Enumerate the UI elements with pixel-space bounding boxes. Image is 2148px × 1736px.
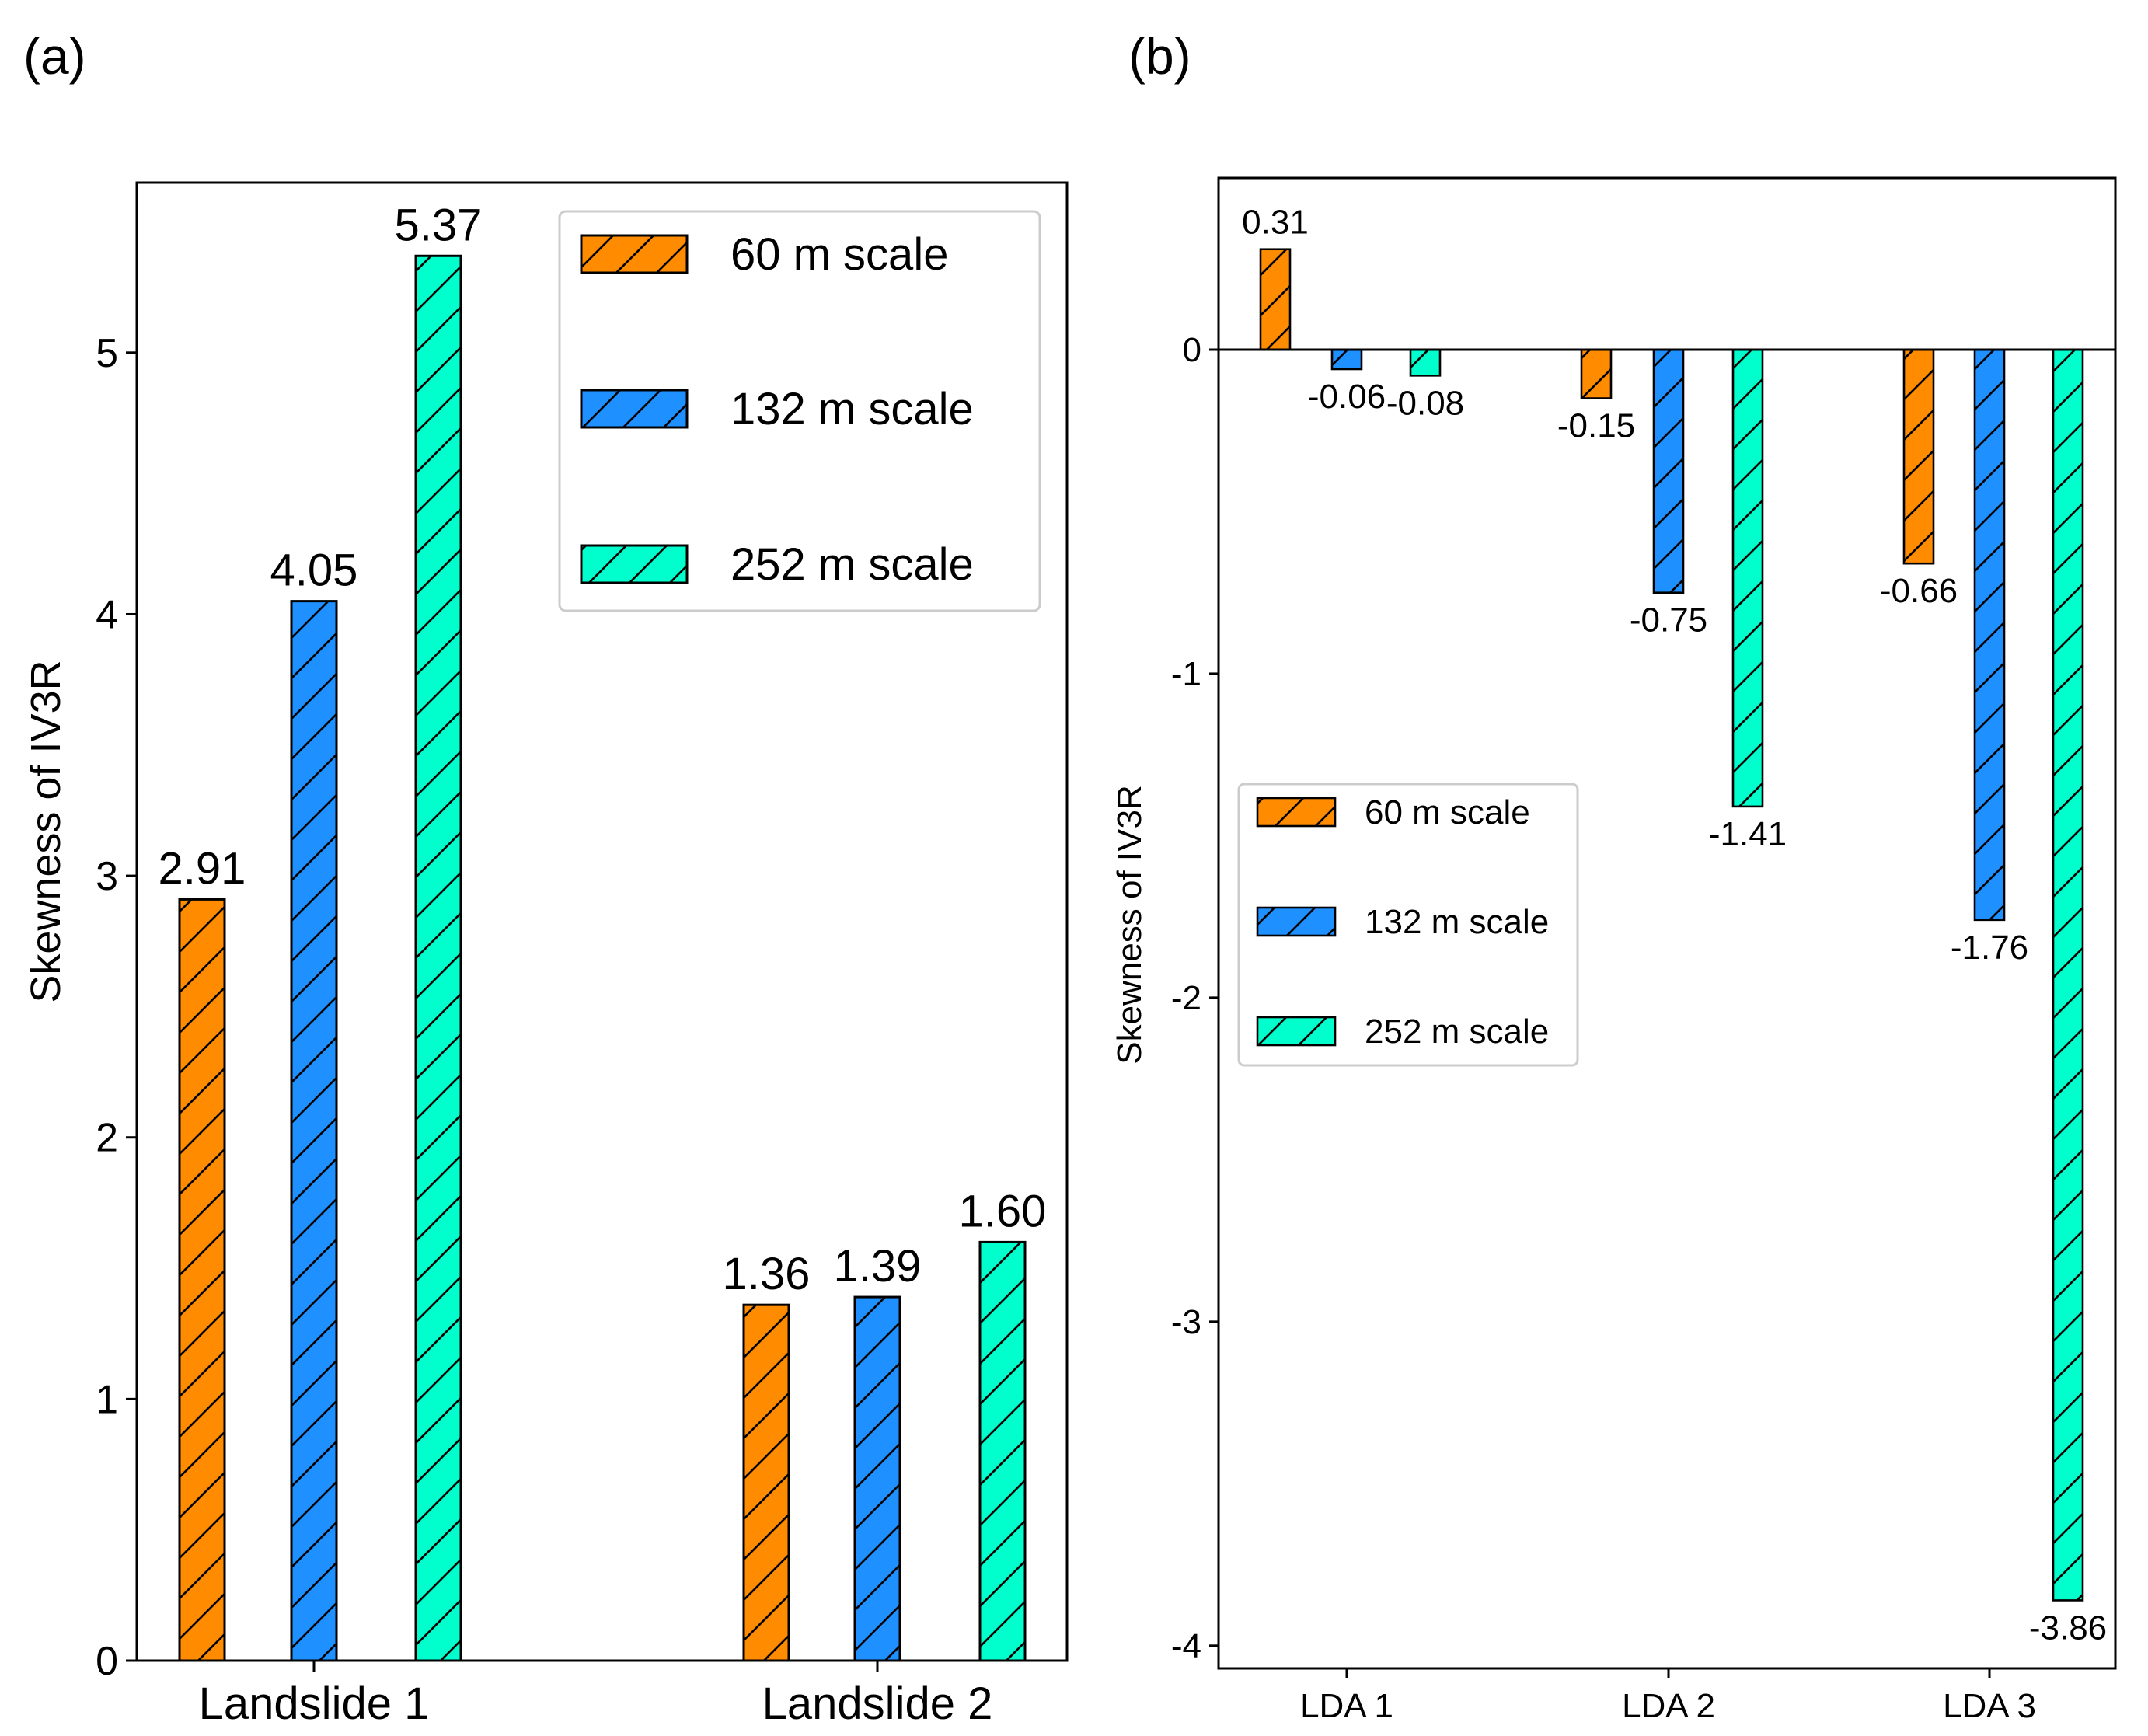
panel-a-bar-hatch [978,1240,1027,1662]
panel-b-value-label: -0.75 [1630,601,1707,640]
panel-a-frame [135,181,1069,1662]
panel-b-bar-hatch [1731,348,1764,808]
panel-b-bar-hatch [1580,348,1613,399]
panel-a-legend: 60 m scale 132 m scale 252 m scale [558,210,1041,612]
panel-b-value-label: 0.31 [1242,204,1309,242]
panel-a-legend-box [558,210,1041,612]
panel-a-label: (a) [23,27,86,85]
panel-b-label: (b) [1128,27,1191,85]
panel-b-legend-label: 132 m scale [1365,903,1549,941]
panel-a-x-tick-label: Landslide 2 [762,1678,993,1729]
panel-a-value-label: 1.39 [834,1241,922,1292]
panel-b-bar-hatch [1973,348,2006,922]
panel-a-bar-hatch [178,898,226,1662]
panel-b: (b) Skewness of IV3R 0 -1 -2 -3 -4 0.31 -0.15… [1111,27,2117,1725]
panel-b-bar-hatch [1652,348,1685,594]
panel-a-value-label: 2.91 [159,843,246,894]
panel-a-bar-hatch [414,254,462,1662]
panel-a-bar-hatch [853,1295,901,1662]
panel-b-y-tick-label: -1 [1171,655,1201,693]
panel-a-bars [178,254,1027,1662]
panel-b-bar-hatch [1259,248,1292,351]
panel-b-x-ticks: LDA 1 LDA 2 LDA 3 [1300,1668,2036,1725]
panel-b-y-tick-label: -4 [1171,1627,1201,1665]
panel-a-y-tick-label: 5 [96,331,118,376]
panel-b-x-tick-label: LDA 1 [1300,1687,1393,1725]
panel-a-y-tick-label: 3 [96,854,118,899]
panel-a-y-tick-label: 2 [96,1116,118,1161]
panel-b-value-label: -0.06 [1308,378,1386,416]
panel-b-legend-swatch-hatch [1256,1016,1337,1047]
panel-b-y-axis-title: Skewness of IV3R [1111,785,1149,1065]
panel-b-x-tick-label: LDA 3 [1943,1687,2036,1725]
panel-b-bar-hatch [2052,348,2084,1602]
panel-b-legend-swatch-hatch [1256,906,1337,937]
panel-b-bar-hatch [1409,348,1442,377]
panel-a-y-ticks: 0 1 2 3 4 5 [96,331,137,1684]
panel-b-y-tick-label: 0 [1183,331,1201,369]
panel-b-value-label: -0.66 [1880,572,1958,610]
panel-a-legend-swatch-hatch [580,389,689,429]
panel-b-bar-hatch [1902,348,1935,565]
panel-b-y-tick-label: -3 [1171,1303,1201,1341]
panel-b-bar-hatch [1330,348,1363,371]
panel-b-y-ticks: 0 -1 -2 -3 -4 [1171,331,1219,1665]
panel-a-y-tick-label: 1 [96,1377,118,1422]
panel-b-value-label: -3.86 [2029,1609,2107,1647]
panel-a-legend-label: 60 m scale [731,229,948,280]
panel-b-x-tick-label: LDA 2 [1622,1687,1715,1725]
panel-a-y-tick-label: 0 [96,1639,118,1684]
panel-a-value-labels: 2.91 1.36 4.05 1.39 5.37 1.60 [159,200,1047,1299]
panel-a-legend-swatch-hatch [580,234,689,274]
panel-b-legend-swatch-hatch [1256,797,1337,828]
panel-a-legend-label: 132 m scale [731,384,974,434]
panel-a-legend-label: 252 m scale [731,539,974,590]
panel-a-value-label: 1.60 [959,1186,1047,1236]
panel-b-legend: 60 m scale 132 m scale 252 m scale [1237,783,1579,1067]
panel-b-value-label: -0.08 [1386,384,1464,422]
panel-a-bar-hatch [290,600,338,1662]
panel-a-x-ticks: Landslide 1 Landslide 2 [199,1661,993,1729]
panel-a-y-axis-title: Skewness of IV3R [23,660,69,1002]
panel-b-value-label: -1.41 [1709,815,1787,853]
panel-a-legend-swatch-hatch [580,544,689,584]
panel-b-y-tick-label: -2 [1171,979,1201,1017]
panel-b-bars [1259,248,2084,1602]
panel-b-legend-label: 252 m scale [1365,1013,1549,1051]
panel-b-legend-label: 60 m scale [1365,793,1530,831]
panel-b-value-label: -1.76 [1951,929,2028,967]
panel-b-value-label: -0.15 [1557,407,1635,445]
panel-a-value-label: 4.05 [270,546,358,596]
panel-a: (a) Skewness of IV3R 0 1 2 3 4 5 2.91 1.36 4.05… [23,27,1069,1729]
panel-a-x-tick-label: Landslide 1 [199,1678,430,1729]
panel-b-legend-box [1237,783,1579,1067]
panel-b-value-labels: 0.31 -0.15 -0.66 -0.06 -0.75 -1.76 -0.08 -1.41 -… [1242,204,2107,1647]
panel-a-value-label: 5.37 [395,200,483,250]
panel-a-y-tick-label: 4 [96,592,118,637]
panel-a-value-label: 1.36 [723,1249,811,1299]
panel-b-frame [1217,176,2117,1670]
panel-a-bar-hatch [742,1303,790,1662]
